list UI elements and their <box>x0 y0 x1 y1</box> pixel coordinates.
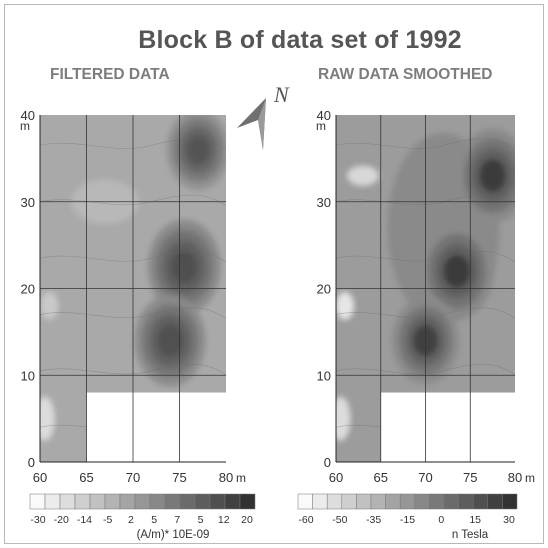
north-label: N <box>273 82 290 107</box>
colorbar-swatch <box>29 493 46 510</box>
colorbar-tick-label: 7 <box>174 514 180 526</box>
colorbar-swatch <box>458 493 474 510</box>
colorbar-unit: n Tesla <box>452 529 489 541</box>
colorbar-swatch <box>209 493 226 510</box>
y-tick-label: 10 <box>317 368 331 383</box>
right-map-title: RAW DATA SMOOTHED <box>318 66 493 83</box>
x-tick-label: 65 <box>79 470 93 485</box>
x-unit-label: m <box>236 471 246 485</box>
colorbar-tick-label: -15 <box>400 514 415 526</box>
y-tick-label: 0 <box>28 455 35 470</box>
colorbar-tick-label: 20 <box>241 514 253 526</box>
colorbar-swatch <box>89 493 106 510</box>
y-tick-label: 0 <box>324 455 331 470</box>
colorbar-swatch <box>179 493 196 510</box>
colorbar-swatch <box>414 493 430 510</box>
colorbar-swatch <box>164 493 181 510</box>
colorbar-swatch <box>429 493 445 510</box>
colorbar-swatch <box>119 493 136 510</box>
figure-frame <box>4 4 544 544</box>
colorbar-tick-label: -35 <box>366 514 381 526</box>
x-tick-label: 60 <box>33 470 47 485</box>
colorbar-swatch <box>399 493 416 510</box>
colorbar-tick-label: -50 <box>332 514 347 526</box>
x-tick-label: 60 <box>329 470 343 485</box>
x-tick-label: 70 <box>126 470 140 485</box>
colorbar-swatch <box>487 493 503 510</box>
colorbar-swatch <box>312 493 328 510</box>
colorbar-swatch <box>443 493 459 510</box>
map-field <box>40 115 226 462</box>
left-colorbar: -30 -20 -14 -5 2 5 7 5 12 20 (A/m)* 10E-09 <box>29 493 256 541</box>
colorbar-tick-label: 15 <box>469 514 481 526</box>
anomaly-0 <box>171 250 198 284</box>
colorbar-unit: (A/m)* 10E-09 <box>137 529 210 541</box>
colorbar-tick-label: -14 <box>77 514 92 526</box>
colorbar-swatch <box>472 493 489 510</box>
colorbar-swatch <box>224 493 241 510</box>
colorbar-tick-label: -60 <box>298 514 313 526</box>
colorbar-tick-label: 2 <box>128 514 134 526</box>
y-tick-label: 30 <box>317 195 331 210</box>
colorbar-swatch <box>44 493 61 510</box>
left-map-title: FILTERED DATA <box>50 66 170 83</box>
north-arrow-icon: N <box>237 82 290 150</box>
colorbar-swatch <box>297 493 313 510</box>
colorbar-swatch <box>149 493 166 510</box>
colorbar-swatch <box>370 493 386 510</box>
colorbar-swatch <box>74 493 91 510</box>
y-tick-label: 20 <box>21 282 35 297</box>
colorbar-swatch <box>134 493 151 510</box>
y-unit-label: m <box>316 119 326 133</box>
x-tick-label: 75 <box>463 470 477 485</box>
colorbar-swatch <box>59 493 76 510</box>
x-unit-label: m <box>525 471 535 485</box>
colorbar-swatch <box>385 493 401 510</box>
colorbar-swatch <box>502 493 518 510</box>
x-tick-label: 65 <box>374 470 388 485</box>
anomaly-2 <box>186 135 210 165</box>
x-tick-label: 80 <box>508 470 522 485</box>
x-tick-label: 75 <box>172 470 186 485</box>
colorbar-swatch <box>341 493 357 510</box>
y-tick-label: 40 <box>317 108 331 123</box>
y-tick-label: 20 <box>317 282 331 297</box>
colorbar-tick-label: 5 <box>151 514 157 526</box>
colorbar-swatch <box>356 493 372 510</box>
colorbar-swatch <box>239 493 256 510</box>
y-unit-label: m <box>20 119 30 133</box>
page-title: Block B of data set of 1992 <box>138 26 462 54</box>
right-colorbar: -60 -50 -35 -15 0 15 30 n Tesla <box>297 493 518 541</box>
colorbar-tick-label: 30 <box>503 514 515 526</box>
colorbar-tick-label: 12 <box>218 514 230 526</box>
x-tick-label: 70 <box>418 470 432 485</box>
colorbar-tick-label: 5 <box>198 514 204 526</box>
x-tick-label: 80 <box>219 470 233 485</box>
y-tick-label: 10 <box>21 368 35 383</box>
y-tick-label: 30 <box>21 195 35 210</box>
colorbar-tick-label: 0 <box>438 514 444 526</box>
anomaly-1 <box>157 324 183 357</box>
colorbar-tick-label: -20 <box>54 514 69 526</box>
anomaly-1 <box>479 159 506 193</box>
colorbar-swatch <box>326 493 343 510</box>
anomaly-0 <box>443 254 470 288</box>
colorbar-swatch <box>194 493 211 510</box>
colorbar-swatch <box>104 493 121 510</box>
colorbar-tick-label: -30 <box>30 514 45 526</box>
y-tick-label: 40 <box>21 108 35 123</box>
colorbar-tick-label: -5 <box>103 514 112 526</box>
